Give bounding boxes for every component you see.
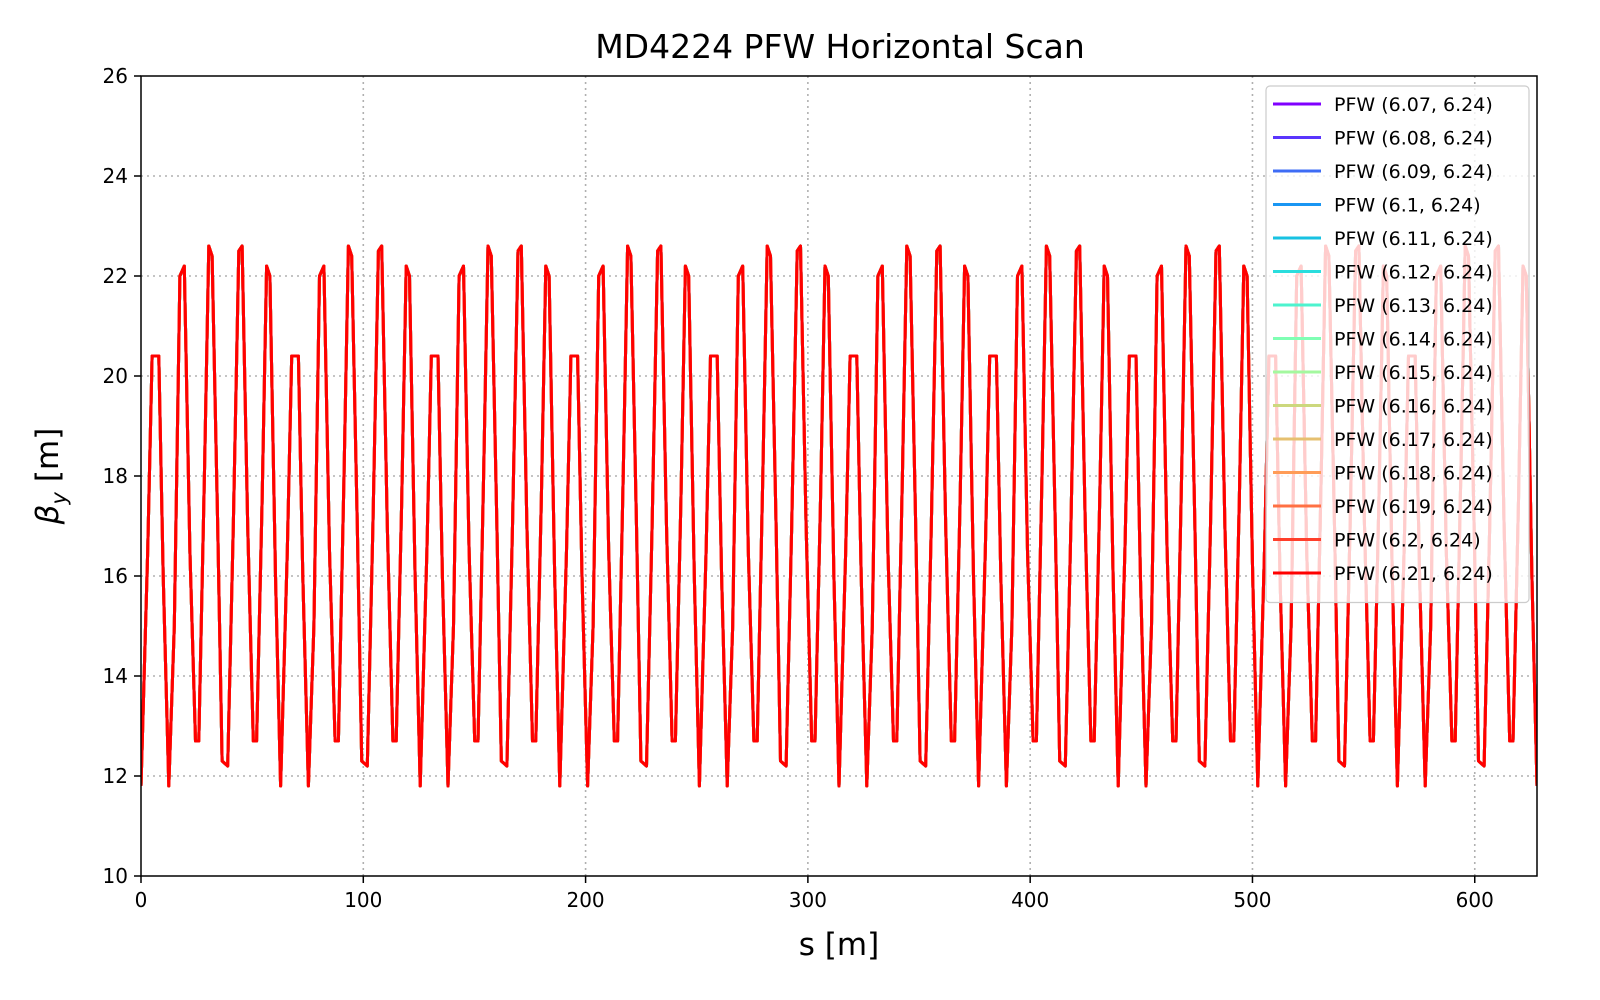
legend-label: PFW (6.11, 6.24)	[1334, 228, 1493, 250]
x-tick-label: 400	[1011, 888, 1049, 912]
chart-title: MD4224 PFW Horizontal Scan	[595, 27, 1085, 66]
x-tick-label: 0	[135, 888, 148, 912]
series-line-15	[141, 244, 1537, 788]
y-tick-label: 10	[103, 864, 128, 888]
x-tick-label: 200	[566, 888, 604, 912]
legend-label: PFW (6.18, 6.24)	[1334, 463, 1493, 485]
y-tick-label: 12	[103, 764, 128, 788]
legend-label: PFW (6.08, 6.24)	[1334, 128, 1493, 150]
legend-label: PFW (6.12, 6.24)	[1334, 262, 1493, 284]
y-axis-symbol: β	[30, 505, 66, 526]
y-tick-label: 24	[103, 164, 128, 188]
legend-label: PFW (6.21, 6.24)	[1334, 563, 1493, 585]
legend-label: PFW (6.2, 6.24)	[1334, 530, 1481, 552]
x-axis-label: s [m]	[799, 927, 879, 963]
x-tick-label: 500	[1233, 888, 1271, 912]
y-axis-unit: [m]	[30, 428, 66, 482]
legend-label: PFW (6.19, 6.24)	[1334, 496, 1493, 518]
y-tick-label: 18	[103, 464, 128, 488]
legend-label: PFW (6.17, 6.24)	[1334, 429, 1493, 451]
series-lines	[141, 244, 1537, 788]
legend-label: PFW (6.14, 6.24)	[1334, 329, 1493, 351]
legend-label: PFW (6.16, 6.24)	[1334, 396, 1493, 418]
x-tick-label: 300	[789, 888, 827, 912]
x-tick-label: 100	[344, 888, 382, 912]
grid	[141, 76, 1537, 876]
legend-label: PFW (6.09, 6.24)	[1334, 161, 1493, 183]
x-axis-ticks: 0 100 200 300 400 500 600	[135, 876, 1494, 912]
legend-label: PFW (6.15, 6.24)	[1334, 362, 1493, 384]
y-tick-label: 14	[103, 664, 128, 688]
x-tick-label: 600	[1456, 888, 1494, 912]
y-axis-subscript: y	[47, 492, 71, 506]
legend-label: PFW (6.07, 6.24)	[1334, 94, 1493, 116]
y-tick-label: 16	[103, 564, 128, 588]
legend-label: PFW (6.1, 6.24)	[1334, 195, 1481, 217]
y-tick-label: 22	[103, 264, 128, 288]
legend: PFW (6.07, 6.24) PFW (6.08, 6.24) PFW (6.0…	[1265, 85, 1530, 604]
y-tick-label: 26	[103, 64, 128, 88]
y-axis-ticks: 10 12 14 16 18 20 22 24 26	[103, 64, 141, 888]
y-tick-label: 20	[103, 364, 128, 388]
legend-label: PFW (6.13, 6.24)	[1334, 295, 1493, 317]
y-axis-label: βy [m]	[30, 428, 71, 526]
legend-box	[1265, 85, 1530, 604]
